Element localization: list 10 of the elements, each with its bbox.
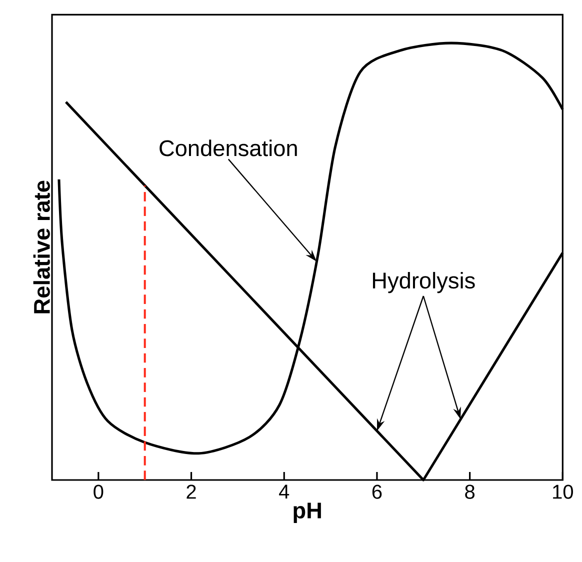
- annotation: Hydrolysis: [372, 272, 475, 294]
- x-tick-label: 6: [372, 484, 382, 499]
- x-tick-label: 0: [94, 484, 104, 499]
- x-tick-label: 10: [553, 484, 573, 499]
- x-tick-label: 2: [186, 484, 196, 499]
- annotation: Condensation: [160, 140, 297, 156]
- y-axis-title: Relative rate: [33, 180, 50, 314]
- x-axis-title: pH: [294, 502, 321, 523]
- x-tick-label: 4: [279, 484, 290, 498]
- x-tick-label: 8: [465, 484, 475, 499]
